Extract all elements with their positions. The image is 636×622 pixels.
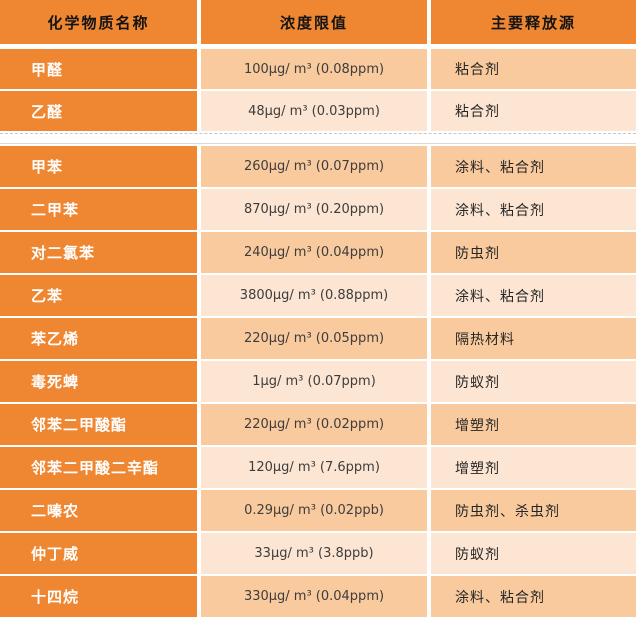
header-concentration-limit: 浓度限值 [201, 0, 427, 44]
source-cell: 防虫剂 [431, 232, 636, 273]
chemical-name-cell: 乙苯 [0, 275, 197, 316]
section-separator [0, 133, 636, 144]
source-cell: 隔热材料 [431, 318, 636, 359]
table-row: 乙苯 3800μg/ m³ (0.88ppm) 涂料、粘合剂 [0, 275, 636, 316]
table-row: 十四烷 330μg/ m³ (0.04ppm) 涂料、粘合剂 [0, 576, 636, 617]
limit-cell: 870μg/ m³ (0.20ppm) [201, 189, 427, 230]
source-cell: 涂料、粘合剂 [431, 146, 636, 187]
table-row: 对二氯苯 240μg/ m³ (0.04ppm) 防虫剂 [0, 232, 636, 273]
table-row: 甲苯 260μg/ m³ (0.07ppm) 涂料、粘合剂 [0, 146, 636, 187]
limit-cell: 48μg/ m³ (0.03ppm) [201, 91, 427, 131]
source-cell: 防蚁剂 [431, 361, 636, 402]
table-row: 甲醛 100μg/ m³ (0.08ppm) 粘合剂 [0, 49, 636, 89]
chemical-name-cell: 十四烷 [0, 576, 197, 617]
chemical-name-cell: 邻苯二甲酸二辛酯 [0, 447, 197, 488]
header-chemical-name: 化学物质名称 [0, 0, 197, 44]
chemical-name-cell: 甲苯 [0, 146, 197, 187]
limit-cell: 220μg/ m³ (0.02ppm) [201, 404, 427, 445]
limit-cell: 3800μg/ m³ (0.88ppm) [201, 275, 427, 316]
table-row: 乙醛 48μg/ m³ (0.03ppm) 粘合剂 [0, 91, 636, 131]
chemical-name-cell: 苯乙烯 [0, 318, 197, 359]
chemical-name-cell: 仲丁威 [0, 533, 197, 574]
table-section: 甲苯 260μg/ m³ (0.07ppm) 涂料、粘合剂 二甲苯 870μg/… [0, 146, 636, 617]
source-cell: 涂料、粘合剂 [431, 189, 636, 230]
table-row: 二嗪农 0.29μg/ m³ (0.02ppb) 防虫剂、杀虫剂 [0, 490, 636, 531]
limit-cell: 330μg/ m³ (0.04ppm) [201, 576, 427, 617]
chemical-name-cell: 甲醛 [0, 49, 197, 89]
table-section: 甲醛 100μg/ m³ (0.08ppm) 粘合剂 乙醛 48μg/ m³ (… [0, 49, 636, 131]
limit-cell: 240μg/ m³ (0.04ppm) [201, 232, 427, 273]
limit-cell: 120μg/ m³ (7.6ppm) [201, 447, 427, 488]
table-row: 邻苯二甲酸酯 220μg/ m³ (0.02ppm) 增塑剂 [0, 404, 636, 445]
table-header-row: 化学物质名称 浓度限值 主要释放源 [0, 0, 636, 44]
limit-cell: 0.29μg/ m³ (0.02ppb) [201, 490, 427, 531]
chemical-name-cell: 二甲苯 [0, 189, 197, 230]
source-cell: 防虫剂、杀虫剂 [431, 490, 636, 531]
source-cell: 粘合剂 [431, 91, 636, 131]
source-cell: 涂料、粘合剂 [431, 275, 636, 316]
source-cell: 增塑剂 [431, 404, 636, 445]
chemical-name-cell: 对二氯苯 [0, 232, 197, 273]
header-main-source: 主要释放源 [431, 0, 636, 44]
source-cell: 粘合剂 [431, 49, 636, 89]
chemical-name-cell: 二嗪农 [0, 490, 197, 531]
table-row: 二甲苯 870μg/ m³ (0.20ppm) 涂料、粘合剂 [0, 189, 636, 230]
limit-cell: 1μg/ m³ (0.07ppm) [201, 361, 427, 402]
source-cell: 防蚁剂 [431, 533, 636, 574]
source-cell: 涂料、粘合剂 [431, 576, 636, 617]
table-row: 苯乙烯 220μg/ m³ (0.05ppm) 隔热材料 [0, 318, 636, 359]
limit-cell: 33μg/ m³ (3.8ppb) [201, 533, 427, 574]
source-cell: 增塑剂 [431, 447, 636, 488]
chemical-name-cell: 邻苯二甲酸酯 [0, 404, 197, 445]
table-row: 仲丁威 33μg/ m³ (3.8ppb) 防蚁剂 [0, 533, 636, 574]
limit-cell: 100μg/ m³ (0.08ppm) [201, 49, 427, 89]
limit-cell: 260μg/ m³ (0.07ppm) [201, 146, 427, 187]
chemical-name-cell: 乙醛 [0, 91, 197, 131]
table-row: 毒死蜱 1μg/ m³ (0.07ppm) 防蚁剂 [0, 361, 636, 402]
table-body: 甲醛 100μg/ m³ (0.08ppm) 粘合剂 乙醛 48μg/ m³ (… [0, 49, 636, 617]
table-row: 邻苯二甲酸二辛酯 120μg/ m³ (7.6ppm) 增塑剂 [0, 447, 636, 488]
limit-cell: 220μg/ m³ (0.05ppm) [201, 318, 427, 359]
chemical-name-cell: 毒死蜱 [0, 361, 197, 402]
